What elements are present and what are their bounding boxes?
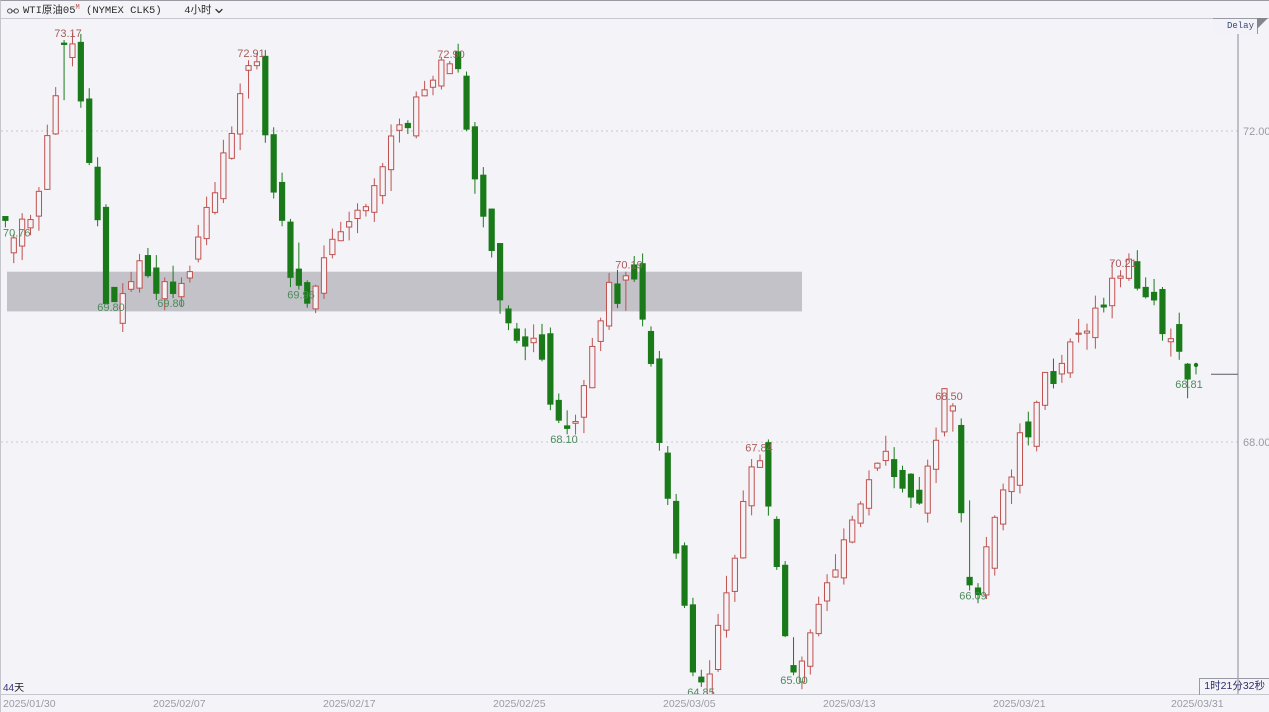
svg-text:72.91: 72.91 xyxy=(237,48,265,60)
svg-text:66.09: 66.09 xyxy=(959,591,987,603)
svg-text:70.21: 70.21 xyxy=(1109,258,1137,270)
svg-text:70.76: 70.76 xyxy=(3,227,31,239)
svg-text:68.81: 68.81 xyxy=(1175,379,1203,391)
svg-text:65.00: 65.00 xyxy=(780,675,808,687)
svg-text:72.90: 72.90 xyxy=(437,49,465,61)
svg-text:70.19: 70.19 xyxy=(615,260,643,272)
svg-text:69.80: 69.80 xyxy=(97,302,125,314)
svg-text:68.10: 68.10 xyxy=(550,434,578,446)
svg-text:68.00: 68.00 xyxy=(1243,437,1269,449)
svg-text:67.84: 67.84 xyxy=(745,442,773,454)
svg-text:72.00: 72.00 xyxy=(1243,126,1269,138)
svg-text:69.80: 69.80 xyxy=(157,298,185,310)
svg-text:68.50: 68.50 xyxy=(935,391,963,403)
svg-text:73.17: 73.17 xyxy=(54,28,82,40)
svg-text:69.96: 69.96 xyxy=(287,290,315,302)
